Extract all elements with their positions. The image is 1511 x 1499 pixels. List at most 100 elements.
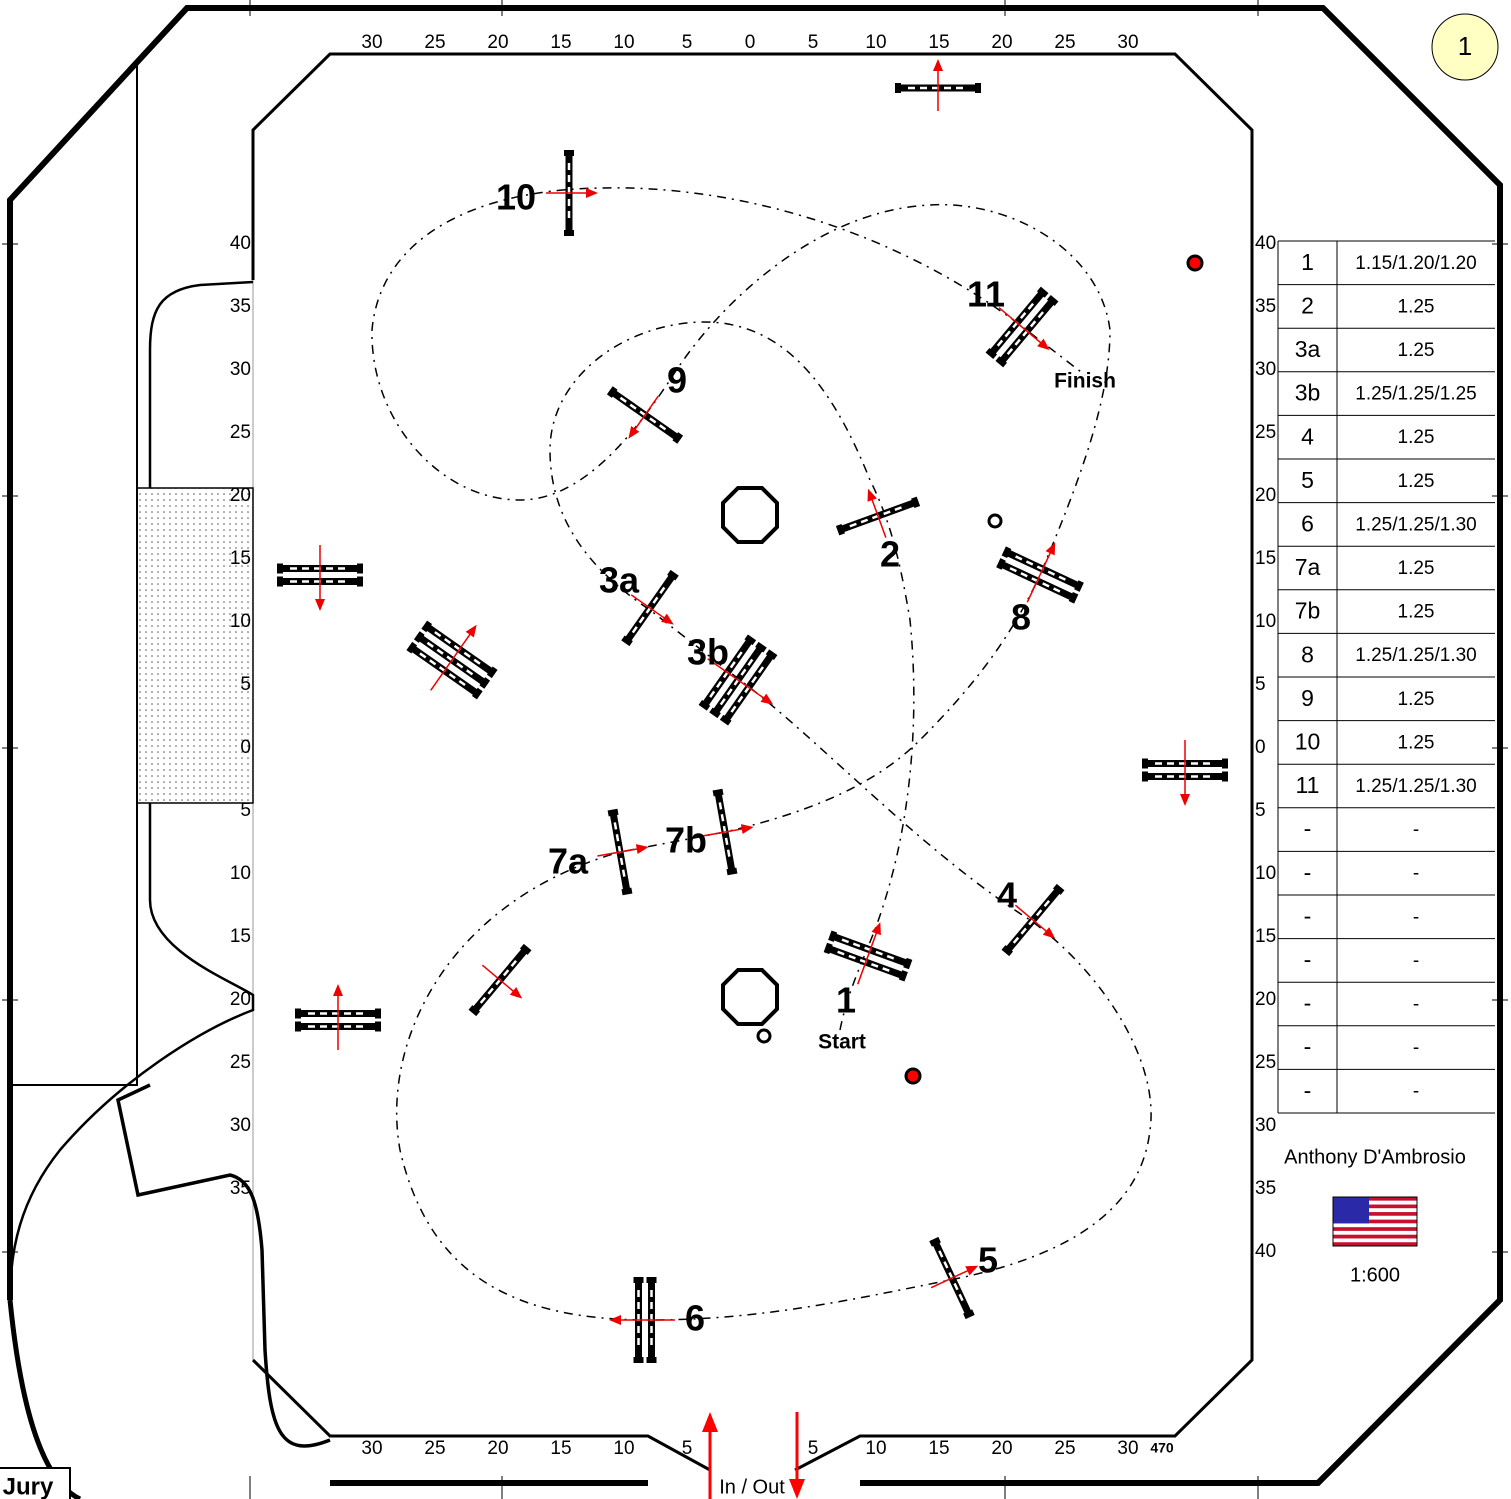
fence-height: -: [1413, 907, 1419, 928]
ruler-label: 10: [230, 611, 251, 632]
direction-arrow-head: [661, 613, 674, 625]
fence-number: 11: [967, 274, 1005, 315]
flag-border: [1332, 1196, 1418, 1247]
scale: 1:600: [1350, 1264, 1400, 1286]
ruler-label: 15: [550, 1438, 571, 1459]
direction-arrow: [1026, 547, 1054, 603]
ring-outline: [251, 52, 1254, 1472]
direction-arrow-head: [867, 488, 877, 502]
fence-id: 10: [1295, 728, 1321, 754]
arena-outline: [7, 5, 1503, 1486]
stand: [975, 83, 981, 93]
fence-number: 10: [496, 177, 536, 218]
stand: [672, 432, 684, 444]
fence-id: 2: [1301, 292, 1314, 318]
direction-arrow: [869, 494, 887, 538]
ruler-label: 5: [808, 1438, 819, 1459]
stand: [646, 1277, 657, 1283]
entrance-label: In / Out: [719, 1476, 785, 1498]
stand: [621, 635, 633, 647]
fence-id: 8: [1301, 641, 1314, 667]
ruler-label: 30: [361, 1438, 382, 1459]
stand: [755, 641, 767, 653]
marker: [904, 1067, 922, 1085]
fence-number: 5: [978, 1240, 998, 1281]
stand: [744, 634, 757, 646]
direction-arrow-head: [965, 1265, 979, 1276]
fence-id: 7a: [1295, 554, 1321, 580]
ruler-label: 20: [991, 32, 1012, 53]
fence-id: -: [1304, 859, 1312, 885]
stand: [1052, 883, 1065, 895]
stand: [1142, 771, 1148, 782]
direction-arrow: [430, 629, 474, 691]
stand: [486, 666, 498, 679]
direction-arrow-head: [465, 624, 477, 638]
ruler-label: 0: [240, 737, 251, 758]
entrance-arrow-head: [702, 1412, 718, 1432]
ruler-label: 25: [424, 32, 445, 53]
ruler-label: 10: [1255, 611, 1276, 632]
fence: [985, 286, 1059, 368]
ruler-label: 30: [1117, 1438, 1138, 1459]
flag-stripe: [1333, 1227, 1417, 1231]
direction-arrow-head: [509, 987, 523, 999]
stand: [823, 942, 833, 955]
ruler-label: 10: [1255, 863, 1276, 884]
stand: [468, 1005, 481, 1017]
stand: [607, 808, 619, 817]
flag-stripe: [1333, 1212, 1417, 1216]
ruler-label: 35: [230, 296, 251, 317]
fence: [621, 569, 679, 647]
fence-id: 11: [1296, 772, 1320, 798]
stand: [698, 699, 711, 711]
fence-height: 1.25: [1398, 427, 1435, 448]
direction-arrow: [702, 827, 748, 837]
ruler-label: 20: [1255, 485, 1276, 506]
fence-height: -: [1413, 994, 1419, 1015]
fence-number: 4: [997, 875, 1017, 916]
direction-arrow: [481, 964, 519, 996]
direction-arrow: [707, 658, 769, 702]
stand: [1074, 580, 1084, 592]
marker: [987, 513, 1003, 529]
fence-number: 3a: [599, 560, 640, 601]
stand: [712, 788, 724, 797]
ruler-label: 20: [487, 1438, 508, 1459]
direction-arrow-head: [1037, 338, 1050, 351]
flag-stripe: [1333, 1197, 1417, 1201]
fence: [702, 788, 754, 876]
direction-arrow-head: [609, 1315, 621, 1325]
ruler-label: 25: [1255, 422, 1276, 443]
stand: [667, 569, 679, 581]
direction-arrow: [857, 927, 879, 985]
fence: [277, 545, 363, 611]
stand: [375, 1021, 381, 1032]
water-area: [136, 487, 254, 804]
stand: [479, 677, 491, 689]
fence-height: 1.25/1.25/1.25: [1355, 384, 1477, 405]
stand: [996, 558, 1006, 570]
fence-height: -: [1413, 1038, 1419, 1059]
ruler-label: 25: [230, 1052, 251, 1073]
stand: [1001, 546, 1012, 559]
ruler-label: 25: [1054, 1438, 1075, 1459]
footnote: 470: [1150, 1440, 1174, 1456]
stand: [564, 150, 574, 156]
stand: [1222, 771, 1228, 782]
ruler-label: 25: [1255, 1052, 1276, 1073]
course-path: [371, 187, 1152, 1321]
stand: [911, 496, 921, 509]
ruler-label: 35: [230, 1178, 251, 1199]
ruler-label: 10: [865, 32, 886, 53]
direction-arrow-head: [871, 922, 881, 936]
start-label: Start: [818, 1031, 866, 1054]
fence-id: 9: [1301, 685, 1314, 711]
ruler-label: 30: [1255, 359, 1276, 380]
boundary-curve: [116, 1083, 331, 1448]
fence-number: 3b: [687, 632, 729, 673]
ruler-label: 20: [230, 989, 251, 1010]
fence-id: -: [1304, 946, 1312, 972]
